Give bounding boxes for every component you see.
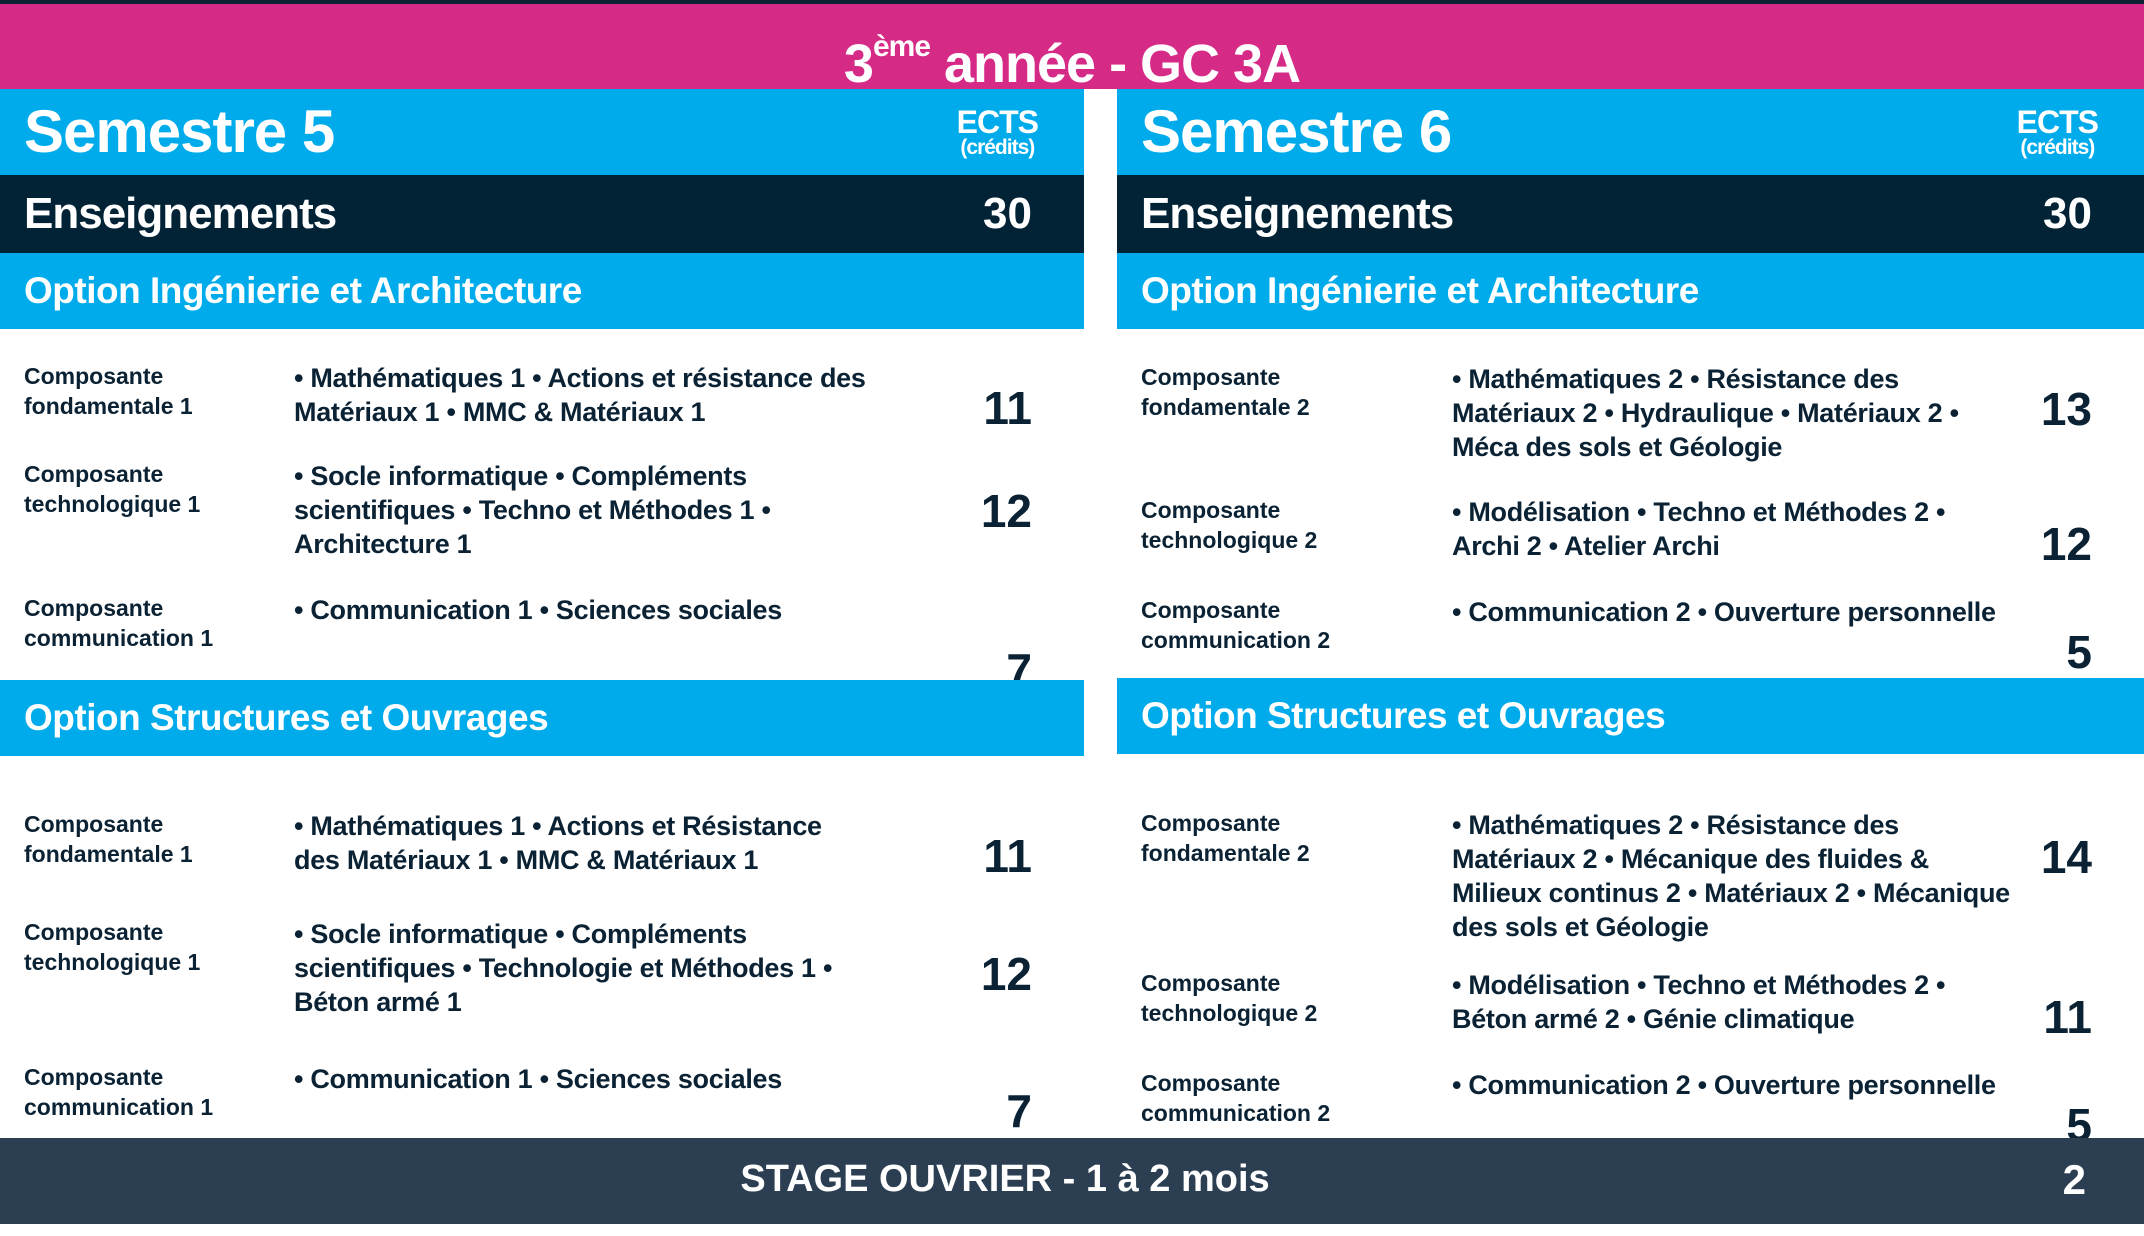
ects-sub: (crédits) (960, 136, 1035, 159)
ects-value: 12 (980, 948, 1032, 1000)
component-label: Composante technologique 1 (24, 919, 201, 975)
option-title: Option Structures et Ouvrages (1117, 678, 2144, 754)
page-title: 3ème année - GC 3A (0, 4, 2144, 94)
course-list: • Communication 2 • Ouverture personnell… (1452, 597, 1996, 627)
option-title: Option Ingénierie et Architecture (1117, 253, 2144, 329)
component-label: Composante communication 1 (24, 595, 214, 651)
ects-value: 11 (983, 382, 1032, 434)
course-list: • Modélisation • Techno et Méthodes 2 • … (1452, 497, 1946, 561)
enseignements-bar: Enseignements 30 (0, 175, 1084, 253)
ects-value: 5 (2066, 626, 2092, 678)
course-list: • Communication 2 • Ouverture personnell… (1452, 1070, 1996, 1100)
course-list: • Communication 1 • Sciences sociales (294, 595, 782, 625)
stage-label: STAGE OUVRIER - 1 à 2 mois (740, 1158, 1270, 1200)
stage-bar: STAGE OUVRIER - 1 à 2 mois 2 (0, 1138, 2144, 1224)
semester-header: Semestre 5 ECTS (crédits) (0, 89, 1084, 175)
ects-value: 12 (2040, 518, 2092, 570)
course-list: • Mathématiques 1 • Actions et Résistanc… (294, 811, 822, 875)
course-list: • Socle informatique • Compléments scien… (294, 919, 833, 1017)
course-list: • Communication 1 • Sciences sociales (294, 1064, 782, 1094)
enseignements-label: Enseignements (1141, 189, 1454, 238)
course-list: • Socle informatique • Compléments scien… (294, 461, 771, 559)
ects-label: ECTS (956, 104, 1039, 140)
course-list: • Mathématiques 2 • Résistance des Matér… (1452, 364, 1959, 462)
stage-ects: 2 (2062, 1156, 2086, 1203)
option-title: Option Ingénierie et Architecture (0, 253, 1084, 329)
component-label: Composante fondamentale 1 (24, 811, 193, 867)
course-list: • Modélisation • Techno et Méthodes 2 • … (1452, 970, 1946, 1034)
component-label: Composante communication 2 (1141, 597, 1331, 653)
course-list: • Mathématiques 2 • Résistance des Matér… (1452, 810, 2010, 942)
ects-value: 14 (2040, 831, 2092, 883)
component-label: Composante communication 2 (1141, 1070, 1331, 1126)
ects-value: 11 (983, 830, 1032, 882)
course-list: • Mathématiques 1 • Actions et résistanc… (294, 363, 866, 427)
component-label: Composante technologique 2 (1141, 970, 1318, 1026)
component-label: Composante fondamentale 2 (1141, 810, 1310, 866)
ects-value: 12 (980, 485, 1032, 537)
title-rest: année - GC 3A (930, 34, 1301, 94)
title-year: 3 (843, 34, 874, 94)
ects-header: ECTS (crédits) (956, 104, 1039, 159)
semester-header: Semestre 6 ECTS (crédits) (1117, 89, 2144, 175)
enseignements-label: Enseignements (24, 189, 337, 238)
enseignements-total: 30 (2043, 189, 2092, 238)
ects-value: 11 (2043, 991, 2092, 1043)
semester-name: Semestre 5 (24, 98, 335, 165)
semester-name: Semestre 6 (1141, 98, 1452, 165)
component-label: Composante fondamentale 1 (24, 363, 193, 419)
enseignements-total: 30 (983, 189, 1032, 238)
option-title: Option Structures et Ouvrages (0, 680, 1084, 756)
ects-value: 7 (1006, 1085, 1032, 1137)
component-label: Composante fondamentale 2 (1141, 364, 1310, 420)
component-label: Composante communication 1 (24, 1064, 214, 1120)
component-label: Composante technologique 2 (1141, 497, 1318, 553)
top-border (0, 0, 2144, 4)
ects-value: 13 (2040, 383, 2092, 435)
enseignements-bar: Enseignements 30 (1117, 175, 2144, 253)
ects-label: ECTS (2016, 104, 2099, 140)
title-sup: ème (872, 30, 931, 63)
ects-sub: (crédits) (2020, 136, 2095, 159)
ects-header: ECTS (crédits) (2016, 104, 2099, 159)
component-label: Composante technologique 1 (24, 461, 201, 517)
